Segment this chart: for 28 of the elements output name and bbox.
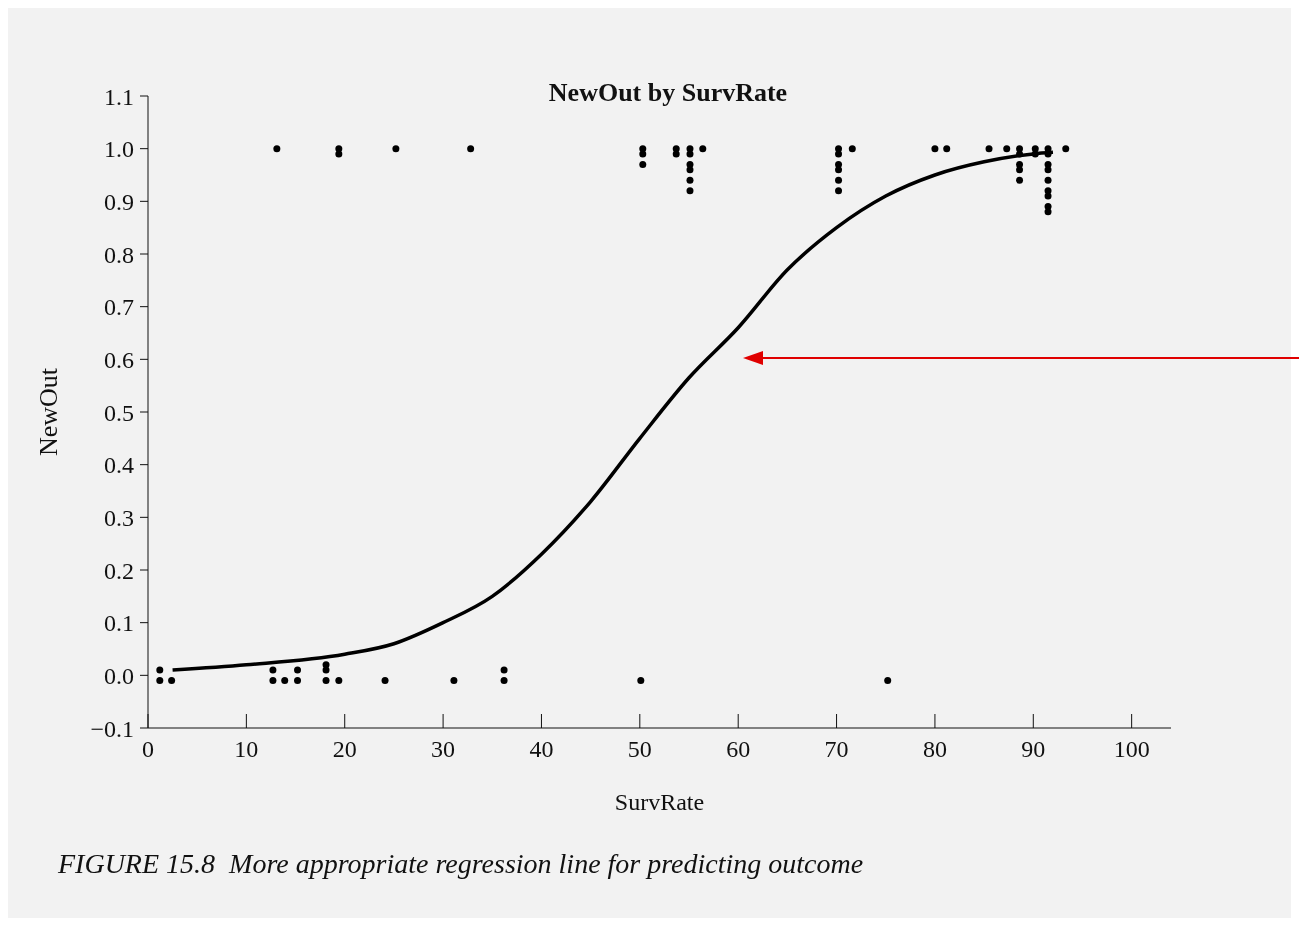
y-tick-label: 0.0 <box>104 662 134 689</box>
y-tick-label: 0.2 <box>104 557 134 584</box>
y-tick-label: 0.3 <box>104 504 134 531</box>
x-tick-label: 60 <box>726 736 751 763</box>
x-tick-label: 20 <box>332 736 357 763</box>
y-tick-label: −0.1 <box>90 715 134 742</box>
y-tick-label: 1.1 <box>104 83 134 110</box>
x-tick-label: 90 <box>1021 736 1046 763</box>
x-tick-label: 10 <box>234 736 259 763</box>
y-tick-label: 0.9 <box>104 188 134 215</box>
x-tick-label: 70 <box>824 736 849 763</box>
y-tick-label: 0.6 <box>104 346 134 373</box>
x-tick-label: 50 <box>627 736 652 763</box>
x-tick-label: 100 <box>1113 736 1150 763</box>
x-tick-label: 40 <box>529 736 554 763</box>
y-tick-label: 0.7 <box>104 294 134 321</box>
x-tick-label: 30 <box>431 736 456 763</box>
y-tick-label: 0.5 <box>104 399 134 426</box>
caption: FIGURE 15.8 More appropriate regression line for predicting outcome <box>58 848 864 880</box>
chart-title: NewOut by SurvRate <box>547 78 789 108</box>
x-tick-label: 80 <box>922 736 947 763</box>
y-tick-label: 0.4 <box>104 452 134 479</box>
y-axis-title: NewOut <box>34 367 64 457</box>
y-tick-label: 0.1 <box>104 610 134 637</box>
x-tick-label: 0 <box>142 736 154 763</box>
x-axis-title: SurvRate <box>614 789 705 815</box>
y-tick-label: 0.8 <box>104 241 134 268</box>
y-tick-label: 1.0 <box>104 136 134 163</box>
